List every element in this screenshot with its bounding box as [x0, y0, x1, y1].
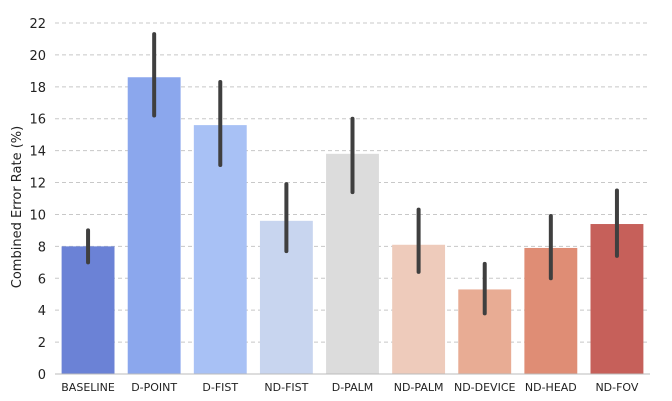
y-tick-label: 10: [29, 208, 46, 223]
y-tick-label: 12: [29, 177, 46, 192]
y-tick-label: 0: [38, 368, 46, 383]
error-bars: [86, 32, 619, 316]
x-tick-label: D-POINT: [131, 381, 177, 394]
x-tick-label: ND-FIST: [264, 381, 308, 394]
x-tick-label: D-PALM: [332, 381, 374, 394]
y-tick-label: 6: [38, 272, 46, 287]
x-axis-ticks: BASELINE D-POINT D-FIST ND-FIST D-PALM ND-PAL…: [61, 381, 639, 394]
bar-d-point: [127, 77, 181, 374]
y-tick-label: 20: [29, 49, 46, 64]
y-axis-ticks: 0 2 4 6 8 10 12 14 16 18 20 22: [29, 17, 46, 383]
y-tick-label: 8: [38, 240, 46, 255]
x-tick-label: BASELINE: [61, 381, 115, 394]
y-tick-label: 18: [29, 81, 46, 96]
y-tick-label: 14: [29, 145, 46, 160]
x-tick-label: D-FIST: [202, 381, 238, 394]
x-tick-label: ND-PALM: [394, 381, 444, 394]
x-tick-label: ND-DEVICE: [454, 381, 516, 394]
y-tick-label: 4: [38, 304, 46, 319]
y-tick-label: 2: [38, 336, 46, 351]
bar-baseline: [61, 246, 115, 374]
y-tick-label: 22: [29, 17, 46, 32]
x-tick-label: ND-HEAD: [525, 381, 577, 394]
y-axis-label: Combined Error Rate (%): [10, 126, 25, 288]
y-tick-label: 16: [29, 113, 46, 128]
x-tick-label: ND-FOV: [595, 381, 638, 394]
